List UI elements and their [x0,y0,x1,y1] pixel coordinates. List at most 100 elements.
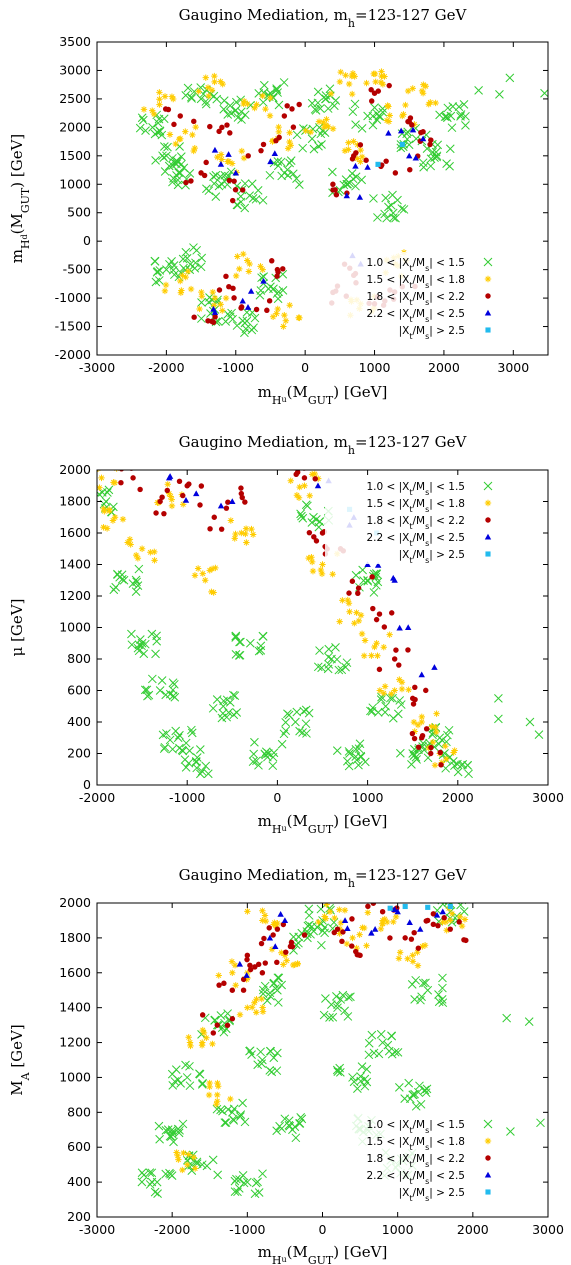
data-point [211,170,221,180]
data-point [173,1149,180,1156]
data-point [339,938,345,945]
data-point [229,710,239,720]
data-point [364,909,372,916]
data-point [109,517,117,524]
data-point [317,940,326,950]
data-point [196,262,206,272]
data-point [406,919,413,926]
data-point [329,101,339,111]
data-point [167,1171,177,1181]
data-point [494,694,503,703]
data-point [461,111,470,121]
data-point [259,80,269,90]
data-point [322,915,329,922]
data-point [318,570,326,578]
data-point [238,305,244,311]
data-point [409,122,415,128]
data-point [374,652,381,659]
legend-marker [485,293,491,299]
data-point [253,996,260,1003]
data-point [149,107,156,114]
data-point [244,304,252,310]
data-point [419,135,427,142]
data-point [154,499,161,506]
data-point [198,1078,207,1088]
data-point [260,277,267,284]
y-tick-label: 1600 [59,525,91,540]
data-point [192,753,202,762]
data-point [252,964,258,970]
data-point [313,538,320,544]
x-tick-label: -2000 [154,1222,190,1237]
data-point [345,80,353,88]
data-point [234,651,244,660]
data-point [198,483,205,489]
data-point [324,652,333,662]
data-point [420,81,427,88]
data-point [162,151,171,161]
data-point [134,564,144,574]
data-point [236,1011,244,1018]
legend-marker [483,1119,493,1129]
data-point [409,952,416,959]
y-tick-label: 2500 [59,91,91,106]
y-tick-label: -2000 [55,347,91,362]
data-point [207,123,213,130]
data-point [247,962,253,969]
x-tick-label: -2000 [148,360,184,375]
data-point [173,175,183,185]
data-point [392,913,400,921]
data-point [409,730,416,737]
data-point [196,305,203,313]
data-point [214,153,221,161]
data-point [259,272,269,281]
data-point [279,729,289,739]
data-point [411,1101,421,1111]
legend-marker [485,517,491,523]
data-point [106,507,113,515]
data-point [253,101,260,108]
chart-panel-3: Gaugino Mediation, mh=123-127 GeV -3000 -2… [8,866,564,1265]
data-point [447,903,453,910]
data-point [192,1159,202,1168]
data-point [242,1177,252,1187]
data-point [331,643,340,652]
data-point [285,158,295,168]
data-point [185,1034,192,1041]
data-point [127,640,137,650]
data-point [301,719,311,729]
data-point [273,310,280,317]
data-point [304,920,314,930]
data-point [273,161,283,171]
data-point [202,74,209,81]
data-point [421,1088,431,1098]
data-point [474,86,483,95]
data-point [328,167,337,177]
x-tick-label: 3000 [497,360,529,375]
data-point [184,758,194,768]
data-point [454,102,464,112]
data-point [216,287,223,293]
data-point [534,730,544,739]
data-point [319,561,326,568]
data-point [363,157,369,163]
legend-marker [484,1137,492,1145]
data-point [349,916,355,922]
data-point [332,1065,342,1075]
data-point [442,159,451,168]
data-point [157,498,163,505]
data-point [214,1091,221,1099]
data-point [351,570,361,580]
data-point [163,142,172,152]
data-point [368,120,378,130]
x-tick-label: 0 [319,1222,327,1237]
data-point [344,761,354,771]
data-point [273,294,283,304]
data-point [289,961,297,969]
data-point [298,513,308,523]
legend-marker [483,481,493,491]
chart-title: Gaugino Mediation, mh=123-127 GeV [179,6,468,30]
data-point [345,139,352,146]
data-point [221,1118,231,1127]
data-point [307,98,317,108]
